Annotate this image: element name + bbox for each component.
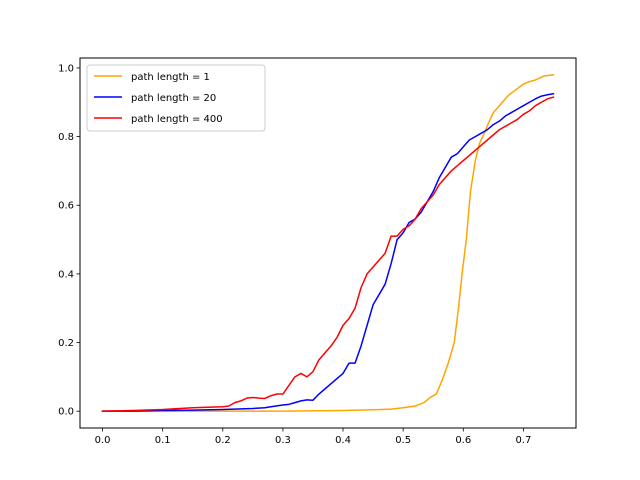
x-tick-label: 0.3 <box>275 435 291 446</box>
legend-label-2: path length = 20 <box>131 93 216 104</box>
x-tick-label: 0.7 <box>515 435 531 446</box>
series-line-3 <box>101 96 555 412</box>
x-axis: 0.0 0.1 0.2 0.3 0.4 0.5 0.6 0.7 <box>95 428 531 446</box>
series-line-2 <box>101 92 555 412</box>
y-tick-label: 0.0 <box>58 407 74 418</box>
x-tick-label: 0.6 <box>455 435 471 446</box>
y-tick-label: 0.2 <box>58 338 74 349</box>
y-tick-label: 0.8 <box>58 132 74 143</box>
legend-label-1: path length = 1 <box>131 72 210 83</box>
y-tick-label: 0.6 <box>58 201 74 212</box>
y-tick-label: 1.0 <box>58 63 74 74</box>
x-tick-label: 0.2 <box>215 435 231 446</box>
series-line-1 <box>101 73 555 412</box>
legend: path length = 1 path length = 20 path leng… <box>86 64 266 132</box>
series-layer <box>101 73 555 412</box>
x-tick-label: 0.4 <box>335 435 351 446</box>
plot-frame <box>79 57 577 429</box>
x-tick-label: 0.0 <box>95 435 111 446</box>
x-tick-label: 0.5 <box>395 435 411 446</box>
y-axis: 0.0 0.2 0.4 0.6 0.8 1.0 <box>58 63 80 418</box>
x-tick-label: 0.1 <box>155 435 171 446</box>
legend-label-3: path length = 400 <box>131 114 223 125</box>
y-tick-label: 0.4 <box>58 269 74 280</box>
legend-box <box>86 64 266 132</box>
